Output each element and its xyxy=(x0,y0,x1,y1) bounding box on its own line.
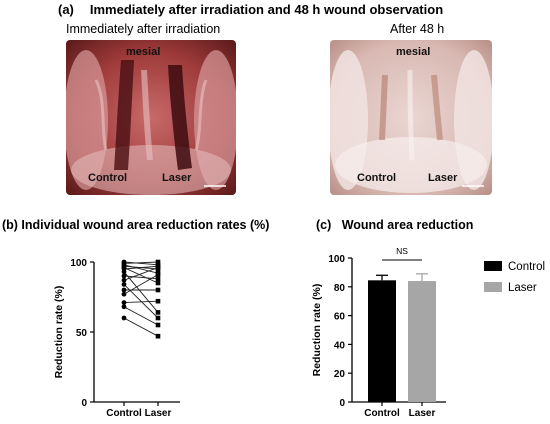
legend-label-laser: Laser xyxy=(508,282,537,294)
panel-c-title: Wound area reduction xyxy=(341,218,474,232)
x-tick-label-control: Control xyxy=(106,408,142,419)
pair-line-6 xyxy=(123,265,159,270)
control-point-15 xyxy=(121,315,127,321)
pair-line-14 xyxy=(123,306,159,326)
photo-immediately-after-irradiation xyxy=(66,40,236,195)
bar-laser xyxy=(408,281,436,402)
y-tick-label: 80 xyxy=(334,283,346,294)
chart-individual-reduction: 0 50 100 Control Laser Reduction rate (%) xyxy=(53,258,180,419)
laser-point-13 xyxy=(155,298,161,304)
y-axis-label: Reduction rate (%) xyxy=(311,284,323,377)
photo-after-48h xyxy=(330,40,492,195)
control-point-10 xyxy=(121,282,127,287)
panel-a-letter: (a) xyxy=(58,2,74,17)
photo-after-48h-image xyxy=(330,40,492,195)
y-tick-label: 20 xyxy=(334,369,346,380)
control-point-7 xyxy=(121,269,127,275)
legend-swatch-control xyxy=(484,261,502,271)
laser-point-12 xyxy=(155,272,161,277)
legend-label-control: Control xyxy=(508,261,545,273)
laser-point-14 xyxy=(155,322,161,328)
right-photo-caption: After 48 h xyxy=(390,22,445,36)
left-photo-caption: Immediately after irradiation xyxy=(66,22,221,36)
legend-swatch-laser xyxy=(484,282,502,292)
laser-point-2 xyxy=(155,259,161,265)
panel-c-heading: (c) Wound area reduction xyxy=(316,218,473,232)
x-tick-label-laser: Laser xyxy=(145,408,172,419)
control-point-9 xyxy=(121,277,127,283)
y-tick-label: 100 xyxy=(328,254,345,265)
pair-line-15 xyxy=(123,317,159,337)
pair-line-3 xyxy=(123,264,159,274)
y-tick-label: 40 xyxy=(334,340,346,351)
right-photo-control-label: Control xyxy=(357,172,397,184)
y-tick-label: 60 xyxy=(334,312,346,323)
pair-line-9 xyxy=(123,267,159,281)
laser-point-15 xyxy=(155,333,161,339)
laser-point-9 xyxy=(155,265,161,270)
control-point-14 xyxy=(121,304,127,310)
right-photo-mesial-label: mesial xyxy=(396,46,431,58)
pair-line-5 xyxy=(123,267,159,284)
chart-wound-area-reduction: 0 20 40 60 80 100 Reduction rate (%) Control Las… xyxy=(311,246,545,419)
left-photo-control-label: Control xyxy=(88,172,128,184)
pair-line-12 xyxy=(123,274,159,295)
y-tick-label: 100 xyxy=(70,258,87,269)
laser-point-8 xyxy=(155,276,161,282)
control-point-13 xyxy=(121,300,127,305)
y-tick-label: 50 xyxy=(76,328,88,339)
panel-b-title: (b) Individual wound area reduction rate… xyxy=(2,218,270,232)
laser-point-11 xyxy=(155,287,161,293)
significance-label: NS xyxy=(396,246,408,256)
photo-immediately-after-irradiation-image xyxy=(66,40,236,195)
bar-control xyxy=(368,280,396,402)
pair-line-2 xyxy=(123,261,159,264)
y-tick-label: 0 xyxy=(81,398,87,409)
pair-line-13 xyxy=(123,300,159,304)
x-tick-label-laser: Laser xyxy=(409,408,436,419)
laser-point-7 xyxy=(155,310,161,315)
control-point-8 xyxy=(121,273,127,279)
panel-c-letter: (c) xyxy=(316,218,332,232)
panel-a-title: Immediately after irradiation and 48 h w… xyxy=(89,2,444,17)
pair-line-1 xyxy=(123,261,159,266)
left-photo-mesial-label: mesial xyxy=(126,46,161,58)
control-point-11 xyxy=(121,287,127,293)
right-photo-laser-label: Laser xyxy=(428,172,458,184)
x-tick-label-control: Control xyxy=(364,408,400,419)
laser-point-10 xyxy=(155,315,161,321)
y-tick-label: 0 xyxy=(339,398,345,409)
left-photo-laser-label: Laser xyxy=(162,172,192,184)
laser-point-5 xyxy=(155,280,161,286)
panel-a-heading: (a) Immediately after irradiation and 48 … xyxy=(58,2,443,17)
control-point-12 xyxy=(121,291,127,297)
y-axis-label: Reduction rate (%) xyxy=(53,286,65,379)
